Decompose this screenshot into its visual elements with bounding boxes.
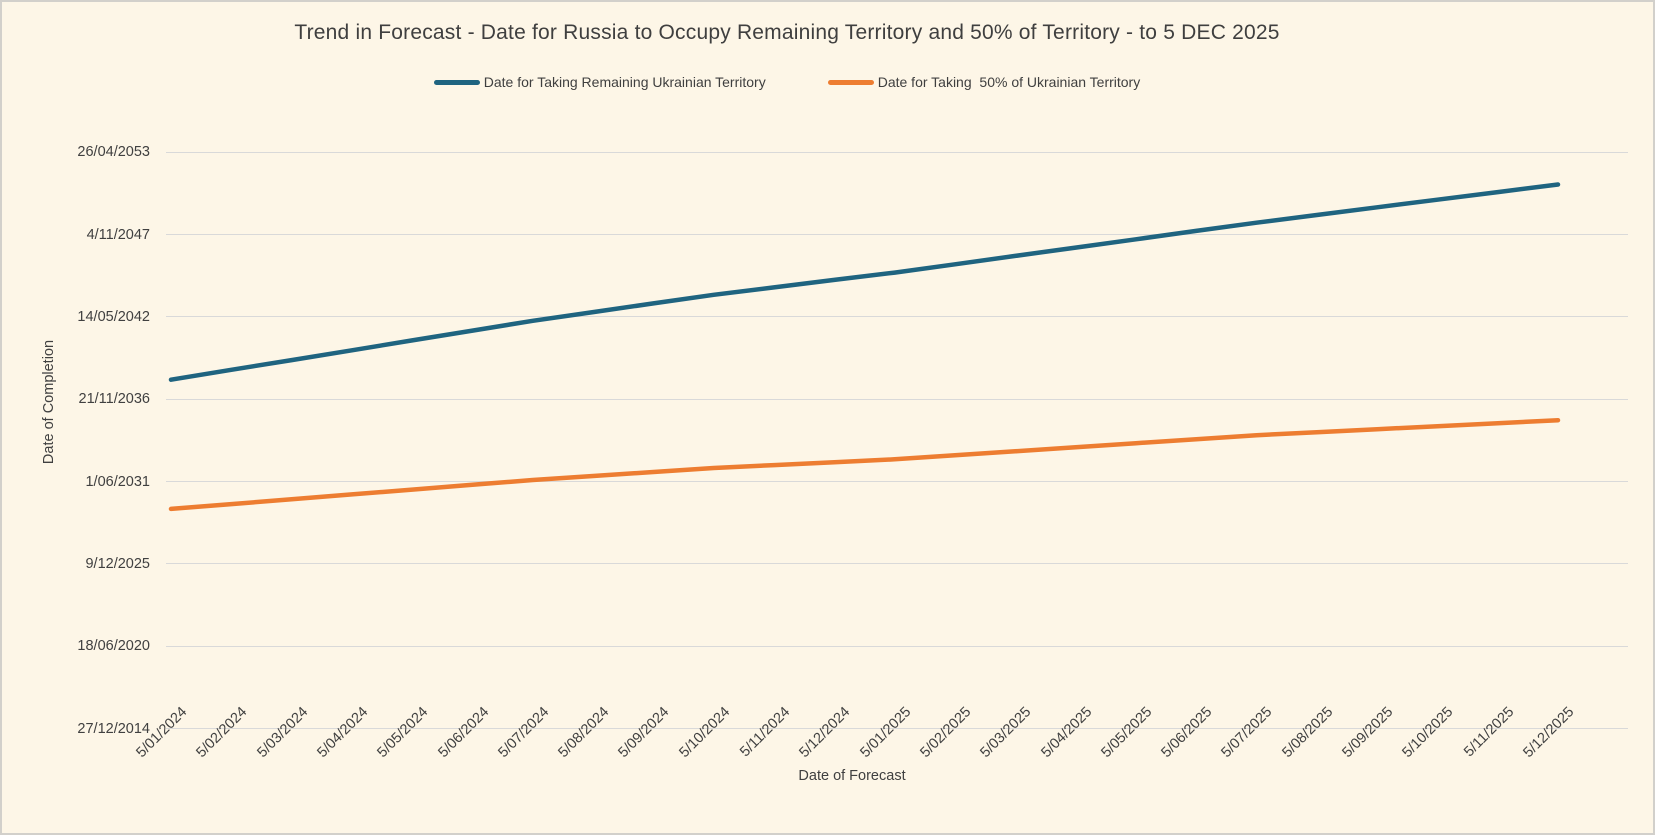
legend-swatch-blue-line-icon — [433, 79, 480, 85]
legend-label-remaining-territory: Date for Taking Remaining Ukrainian Terr… — [483, 74, 766, 90]
legend-label-50pct-territory: Date for Taking 50% of Ukrainian Territo… — [877, 74, 1141, 90]
y-tick-label: 18/06/2020 — [77, 638, 150, 655]
gridline — [166, 645, 1628, 647]
y-tick-label: 4/11/2047 — [86, 226, 150, 243]
y-tick-label: 9/12/2025 — [85, 555, 150, 572]
legend-swatch-orange-line-icon — [827, 79, 874, 85]
gridline — [166, 563, 1628, 565]
legend-item-remaining-territory[interactable]: Date for Taking Remaining Ukrainian Terr… — [433, 74, 766, 90]
y-tick-label: 26/04/2053 — [77, 144, 150, 161]
x-axis-title: Date of Forecast — [798, 768, 906, 784]
series-line-0 — [168, 182, 1561, 382]
gridline — [166, 481, 1628, 483]
gridline — [166, 234, 1628, 236]
legend-item-50pct-territory[interactable]: Date for Taking 50% of Ukrainian Territo… — [827, 74, 1141, 90]
y-tick-label: 27/12/2014 — [77, 720, 150, 737]
y-tick-label: 1/06/2031 — [85, 473, 150, 490]
gridline — [166, 398, 1628, 400]
legend: Date for Taking Remaining Ukrainian Terr… — [2, 74, 1572, 90]
gridline — [166, 728, 1628, 729]
chart-title: Trend in Forecast - Date for Russia to O… — [294, 21, 1280, 44]
series-line-1 — [168, 417, 1561, 512]
gridline — [166, 316, 1628, 318]
y-axis-title: Date of Completion — [41, 339, 57, 465]
y-tick-label: 14/05/2042 — [77, 308, 150, 325]
gridline — [166, 151, 1628, 153]
y-tick-label: 21/11/2036 — [78, 391, 151, 408]
